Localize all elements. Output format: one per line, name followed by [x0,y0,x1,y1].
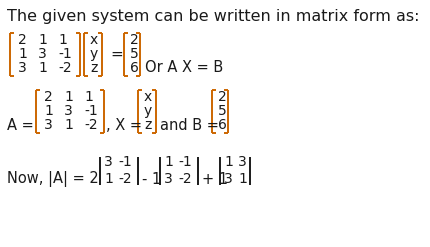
Text: -1: -1 [84,104,98,118]
Text: 6: 6 [130,61,139,75]
Text: -2: -2 [118,172,132,186]
Text: and B =: and B = [160,118,219,132]
Text: 1: 1 [64,118,73,132]
Text: y: y [144,104,152,118]
Text: Now, |A| = 2: Now, |A| = 2 [7,171,99,187]
Text: 1: 1 [38,33,47,47]
Text: A =: A = [7,118,34,132]
Text: 6: 6 [218,118,227,132]
Text: 1: 1 [164,155,173,169]
Text: 3: 3 [64,104,73,118]
Text: 3: 3 [38,47,47,61]
Text: 1: 1 [44,104,53,118]
Text: 1: 1 [104,172,113,186]
Text: 3: 3 [164,172,173,186]
Text: x: x [144,90,152,104]
Text: 5: 5 [218,104,227,118]
Text: 5: 5 [130,47,139,61]
Text: 3: 3 [104,155,113,169]
Text: -1: -1 [178,155,192,169]
Text: 2: 2 [218,90,227,104]
Text: =: = [110,46,123,62]
Text: 2: 2 [130,33,139,47]
Text: -1: -1 [58,47,72,61]
Text: The given system can be written in matrix form as:: The given system can be written in matri… [7,9,420,24]
Text: 1: 1 [58,33,67,47]
Text: , X =: , X = [106,118,142,132]
Text: -2: -2 [84,118,98,132]
Text: -2: -2 [58,61,72,75]
Text: - 1: - 1 [142,171,161,186]
Text: z: z [90,61,97,75]
Text: 1: 1 [224,155,233,169]
Text: -1: -1 [118,155,132,169]
Text: 1: 1 [84,90,93,104]
Text: -2: -2 [178,172,192,186]
Text: z: z [144,118,151,132]
Text: 3: 3 [18,61,27,75]
Text: 1: 1 [18,47,27,61]
Text: 1: 1 [238,172,247,186]
Text: x: x [90,33,98,47]
Text: y: y [90,47,98,61]
Text: 1: 1 [64,90,73,104]
Text: 3: 3 [44,118,53,132]
Text: + 1: + 1 [202,171,228,186]
Text: 3: 3 [238,155,247,169]
Text: 2: 2 [44,90,53,104]
Text: 2: 2 [18,33,27,47]
Text: 3: 3 [224,172,233,186]
Text: Or A X = B: Or A X = B [145,61,223,76]
Text: 1: 1 [38,61,47,75]
